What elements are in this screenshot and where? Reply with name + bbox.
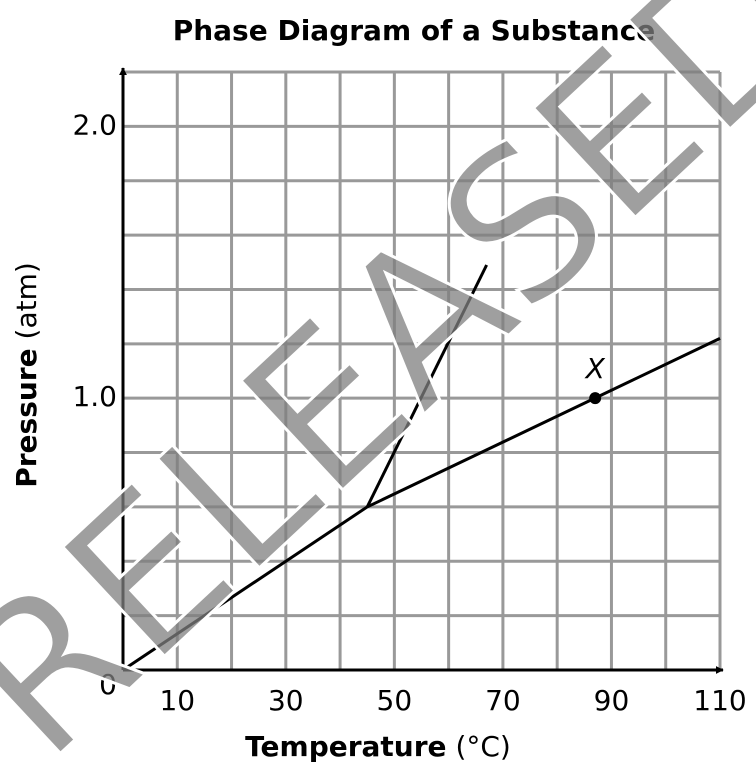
- x-tick-label: 70: [485, 684, 521, 717]
- x-tick-label: 90: [594, 684, 630, 717]
- y-axis-label-unit: (atm): [10, 262, 43, 339]
- x-tick-label: 30: [268, 684, 304, 717]
- x-axis-label: Temperature (°C): [245, 730, 511, 763]
- x-tick-label: 110: [693, 684, 746, 717]
- y-axis-label: Pressure (atm): [10, 262, 43, 488]
- y-tick-label: 1.0: [72, 380, 117, 413]
- point: [589, 392, 602, 405]
- x-tick-label: 10: [159, 684, 195, 717]
- x-tick-label: 50: [377, 684, 413, 717]
- chart-title: Phase Diagram of a Substance: [173, 14, 656, 47]
- y-axis-label-bold: Pressure: [10, 348, 43, 487]
- marks: 10 30 50 70 90 110 0 1.0 2.0 X: [72, 67, 747, 717]
- phase-boundary: [365, 264, 488, 508]
- x-axis-label-bold: Temperature: [245, 730, 446, 763]
- phase-boundary: [122, 337, 721, 672]
- y-tick-label: 2.0: [72, 108, 117, 141]
- y-tick-label: 0: [99, 668, 117, 701]
- point-label: X: [584, 352, 606, 385]
- x-axis-label-unit: (°C): [455, 730, 510, 763]
